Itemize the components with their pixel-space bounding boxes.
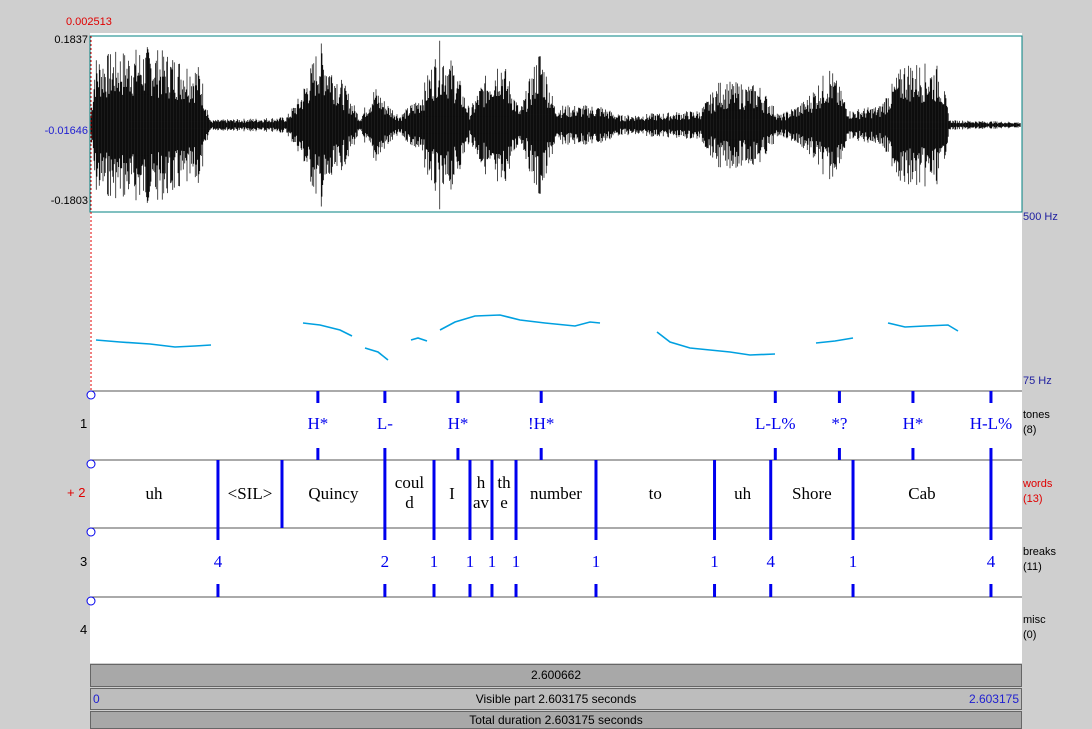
tone-label[interactable]: L- <box>377 414 393 433</box>
tier2-number[interactable]: + 2 <box>67 485 85 500</box>
break-label[interactable]: 1 <box>592 552 601 571</box>
word-label[interactable]: to <box>649 484 662 503</box>
tier3-handle[interactable] <box>87 528 95 536</box>
pitch-segment-5 <box>440 315 600 330</box>
tone-label[interactable]: L-L% <box>755 414 796 433</box>
word-label[interactable]: Quincy <box>308 484 359 503</box>
word-label[interactable]: <SIL> <box>228 484 273 503</box>
break-label[interactable]: 2 <box>381 552 390 571</box>
total-duration-label: Total duration 2.603175 seconds <box>469 713 642 727</box>
total-duration-bar[interactable]: Total duration 2.603175 seconds <box>90 711 1022 729</box>
tier3-count: (11) <box>1023 561 1042 573</box>
pitch-segment-7 <box>816 338 853 343</box>
tier4-number[interactable]: 4 <box>80 622 87 637</box>
visible-start-value: 0 <box>93 689 100 709</box>
tier2-count: (13) <box>1023 493 1043 505</box>
pitch-contour <box>96 315 958 360</box>
pitch-segment-2 <box>303 323 352 336</box>
waveform-mid-label: -0.01646 <box>34 125 88 137</box>
cursor-time-label: 0.002513 <box>66 16 112 28</box>
tone-label[interactable]: *? <box>831 414 847 433</box>
break-label[interactable]: 1 <box>512 552 521 571</box>
word-label[interactable]: Shore <box>792 484 832 503</box>
visible-end-value: 2.603175 <box>969 689 1019 709</box>
waveform-max-label: 0.1837 <box>44 34 88 46</box>
word-label[interactable]: h <box>477 473 486 492</box>
tier4-count: (0) <box>1023 629 1036 641</box>
word-label[interactable]: number <box>530 484 582 503</box>
tone-label[interactable]: H* <box>903 414 924 433</box>
break-label[interactable]: 1 <box>488 552 497 571</box>
waveform-min-label: -0.1803 <box>34 195 88 207</box>
break-label[interactable]: 4 <box>987 552 996 571</box>
tier4-name[interactable]: misc <box>1023 614 1046 626</box>
tier4-handle[interactable] <box>87 597 95 605</box>
cursor-duration-bar[interactable]: 2.600662 <box>90 664 1022 687</box>
pitch-min-label: 75 Hz <box>1023 375 1052 387</box>
tier1-number[interactable]: 1 <box>80 416 87 431</box>
word-label-wrap[interactable]: e <box>500 493 508 512</box>
break-label[interactable]: 1 <box>849 552 858 571</box>
word-label[interactable]: uh <box>734 484 752 503</box>
cursor-duration-value: 2.600662 <box>531 668 581 682</box>
visible-part-bar[interactable]: 0 Visible part 2.603175 seconds 2.603175 <box>90 688 1022 710</box>
break-label[interactable]: 4 <box>214 552 223 571</box>
pitch-segment-3 <box>365 348 388 360</box>
tier2-handle[interactable] <box>87 460 95 468</box>
tier1-name[interactable]: tones <box>1023 409 1050 421</box>
word-label[interactable]: uh <box>145 484 163 503</box>
word-label[interactable]: th <box>497 473 511 492</box>
tier3-number[interactable]: 3 <box>80 554 87 569</box>
tier2-name[interactable]: words <box>1023 478 1052 490</box>
pitch-segment-4 <box>411 338 427 341</box>
tone-label[interactable]: H* <box>307 414 328 433</box>
pitch-segment-1 <box>96 340 211 347</box>
break-label[interactable]: 4 <box>766 552 775 571</box>
break-label[interactable]: 1 <box>430 552 439 571</box>
tone-label[interactable]: !H* <box>528 414 554 433</box>
word-label-wrap[interactable]: av <box>473 493 490 512</box>
waveform-trace <box>91 41 1020 209</box>
visible-part-label: Visible part 2.603175 seconds <box>476 692 637 706</box>
tier3-name[interactable]: breaks <box>1023 546 1056 558</box>
pitch-segment-8 <box>888 323 958 331</box>
tones-tier[interactable]: H* L- H* !H* L-L% *? H* H-L% <box>307 391 1012 460</box>
word-label-wrap[interactable]: d <box>405 493 414 512</box>
waveform <box>91 41 1020 209</box>
word-label[interactable]: Cab <box>908 484 935 503</box>
tier1-handle[interactable] <box>87 391 95 399</box>
tone-label[interactable]: H-L% <box>970 414 1012 433</box>
word-label[interactable]: I <box>449 484 455 503</box>
pitch-max-label: 500 Hz <box>1023 211 1058 223</box>
tier1-count: (8) <box>1023 424 1036 436</box>
break-label[interactable]: 1 <box>466 552 475 571</box>
word-label[interactable]: coul <box>395 473 425 492</box>
pitch-segment-6 <box>657 332 775 355</box>
break-label[interactable]: 1 <box>710 552 719 571</box>
tone-label[interactable]: H* <box>448 414 469 433</box>
